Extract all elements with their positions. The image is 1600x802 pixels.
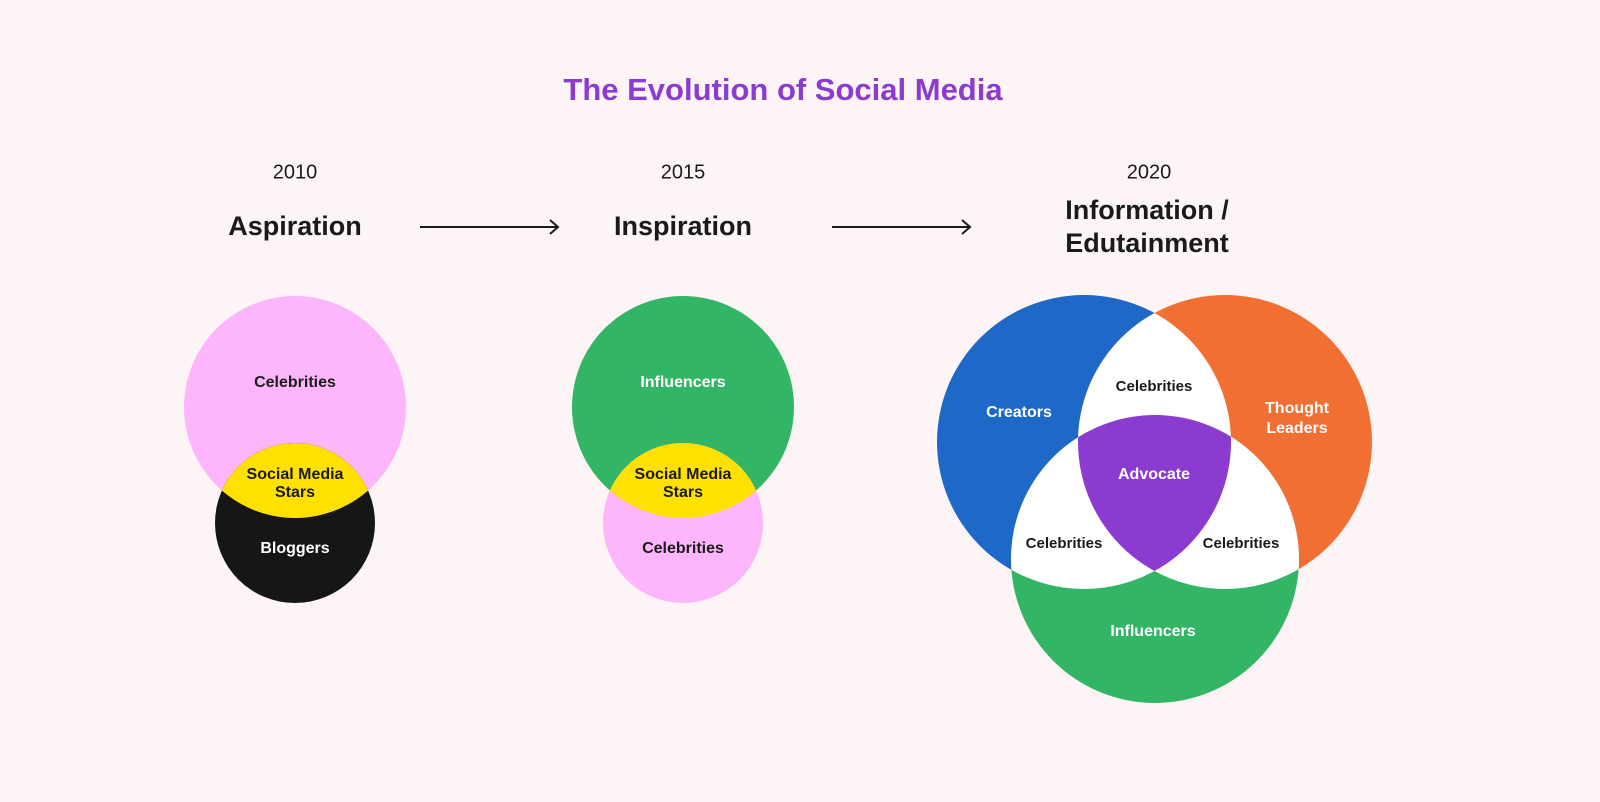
circle — [572, 296, 794, 518]
label: Celebrities — [1203, 535, 1280, 552]
label: Social Media — [247, 466, 344, 483]
overlap — [215, 443, 375, 518]
label: Influencers — [1110, 623, 1195, 640]
label: Bloggers — [260, 540, 329, 557]
arrow — [832, 219, 972, 235]
label: Stars — [663, 484, 703, 501]
label: Stars — [275, 484, 315, 501]
heading: Inspiration — [614, 211, 752, 241]
label: Leaders — [1266, 420, 1327, 437]
label: Advocate — [1118, 466, 1190, 483]
year: 2015 — [661, 161, 706, 183]
year: 2020 — [1127, 161, 1172, 183]
label: Celebrities — [254, 374, 336, 391]
year: 2010 — [273, 161, 318, 183]
label: Celebrities — [642, 540, 724, 557]
label: Creators — [986, 404, 1052, 421]
label: Celebrities — [1026, 535, 1103, 552]
heading: Edutainment — [1065, 228, 1229, 258]
overlap — [603, 443, 763, 518]
venn-2010 — [184, 296, 406, 603]
label: Thought — [1265, 400, 1330, 417]
heading: Aspiration — [228, 211, 362, 241]
label: Influencers — [640, 374, 725, 391]
label: Social Media — [635, 466, 732, 483]
venn-2020 — [937, 295, 1372, 703]
venn-2015 — [572, 296, 794, 603]
heading: Information / — [1065, 195, 1229, 225]
label: Celebrities — [1116, 378, 1193, 395]
arrow — [420, 219, 560, 235]
circle — [184, 296, 406, 518]
title: The Evolution of Social Media — [563, 72, 1003, 107]
